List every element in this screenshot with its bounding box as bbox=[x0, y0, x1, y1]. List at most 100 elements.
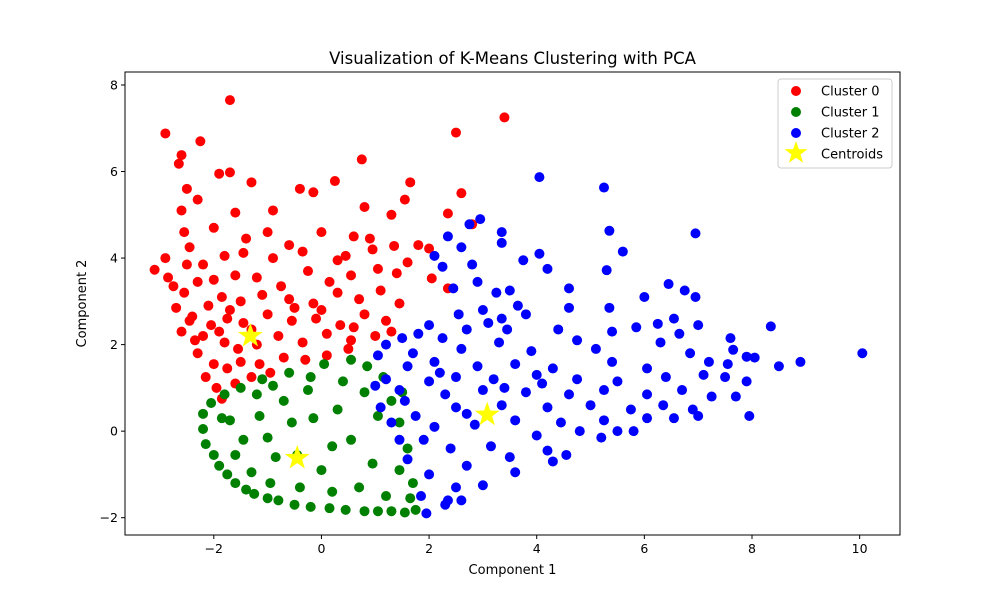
cluster-1-point bbox=[257, 374, 268, 385]
cluster-2-point bbox=[765, 321, 776, 332]
cluster-1-point bbox=[198, 423, 209, 434]
cluster-1-point bbox=[410, 504, 421, 515]
y-tick-label: −2 bbox=[100, 510, 118, 525]
cluster-0-point bbox=[343, 343, 354, 354]
y-tick-label: 8 bbox=[110, 77, 118, 92]
cluster-1-point bbox=[246, 467, 257, 478]
cluster-2-point bbox=[496, 227, 507, 238]
cluster-0-point bbox=[168, 281, 179, 292]
cluster-2-point bbox=[720, 372, 731, 383]
cluster-2-point bbox=[547, 456, 558, 467]
cluster-0-point bbox=[238, 247, 249, 258]
cluster-2-point bbox=[418, 434, 429, 445]
cluster-0-point bbox=[179, 287, 190, 298]
cluster-2-point bbox=[668, 413, 679, 424]
cluster-0-point bbox=[426, 273, 437, 284]
cluster-2-point bbox=[652, 318, 663, 329]
cluster-2-point bbox=[663, 279, 674, 290]
cluster-1-point bbox=[224, 415, 235, 426]
cluster-0-point bbox=[340, 250, 351, 261]
cluster-0-point bbox=[222, 363, 233, 374]
cluster-2-point bbox=[612, 376, 623, 387]
cluster-0-point bbox=[176, 205, 187, 216]
cluster-0-point bbox=[192, 194, 203, 205]
cluster-2-point bbox=[437, 333, 448, 344]
cluster-0-point bbox=[214, 326, 225, 337]
cluster-2-point bbox=[461, 408, 472, 419]
cluster-2-point bbox=[397, 333, 408, 344]
cluster-1-point bbox=[346, 354, 357, 365]
cluster-0-point bbox=[219, 337, 230, 348]
legend-swatch-centroids bbox=[784, 141, 808, 163]
cluster-0-point bbox=[359, 202, 370, 213]
cluster-1-point bbox=[332, 404, 343, 415]
cluster-0-point bbox=[370, 330, 381, 341]
cluster-0-point bbox=[184, 315, 195, 326]
x-tick-label: −2 bbox=[205, 541, 223, 556]
cluster-2-point bbox=[526, 346, 537, 357]
cluster-0-point bbox=[181, 183, 192, 194]
cluster-1-point bbox=[402, 443, 413, 454]
cluster-2-point bbox=[410, 411, 421, 421]
cluster-0-point bbox=[324, 276, 335, 287]
cluster-1-point bbox=[327, 441, 338, 452]
cluster-1-point bbox=[407, 478, 418, 489]
cluster-0-point bbox=[302, 266, 313, 277]
cluster-2-point bbox=[494, 337, 505, 348]
legend: Cluster 0 Cluster 1 Cluster 2 Centroids bbox=[777, 78, 893, 169]
cluster-2-point bbox=[655, 337, 666, 348]
cluster-2-point bbox=[693, 411, 704, 421]
cluster-1-point bbox=[219, 389, 230, 400]
cluster-0-point bbox=[171, 302, 182, 313]
cluster-2-point bbox=[381, 374, 392, 385]
cluster-1-point bbox=[386, 506, 397, 517]
ticks-layer: −2 0 2 4 6 8 10 −2 0 2 4 6 8 bbox=[100, 77, 868, 556]
cluster-2-point bbox=[531, 430, 542, 441]
cluster-1-point bbox=[273, 495, 284, 506]
cluster-2-point bbox=[660, 372, 671, 383]
cluster-2-point bbox=[464, 219, 475, 230]
cluster-2-point bbox=[555, 417, 566, 428]
cluster-0-point bbox=[179, 227, 190, 238]
cluster-2-point bbox=[596, 432, 607, 443]
cluster-0-point bbox=[278, 352, 289, 363]
cluster-2-point bbox=[394, 385, 405, 396]
cluster-0-point bbox=[254, 359, 265, 370]
cluster-2-point bbox=[598, 385, 609, 396]
cluster-0-point bbox=[203, 300, 214, 311]
cluster-0-point bbox=[222, 313, 233, 324]
centroid-marker bbox=[474, 401, 500, 426]
cluster-2-point bbox=[469, 419, 480, 430]
cluster-1-point bbox=[359, 387, 370, 398]
cluster-2-point bbox=[477, 480, 488, 491]
legend-label-cluster-2: Cluster 2 bbox=[821, 127, 880, 142]
cluster-0-point bbox=[192, 348, 203, 359]
cluster-1-point bbox=[305, 501, 316, 512]
cluster-0-point bbox=[230, 270, 241, 281]
cluster-2-point bbox=[564, 389, 575, 400]
cluster-0-point bbox=[176, 326, 187, 337]
cluster-2-point bbox=[690, 292, 701, 303]
cluster-2-point bbox=[461, 324, 472, 335]
points-layer bbox=[149, 95, 868, 519]
cluster-2-point bbox=[542, 445, 553, 456]
cluster-2-point bbox=[693, 320, 704, 331]
cluster-0-point bbox=[402, 257, 413, 268]
cluster-2-point bbox=[442, 231, 453, 242]
cluster-2-point bbox=[639, 292, 650, 303]
cluster-2-point bbox=[442, 495, 453, 506]
cluster-0-point bbox=[176, 150, 187, 161]
cluster-0-point bbox=[192, 276, 203, 287]
cluster-1-point bbox=[198, 408, 209, 419]
cluster-0-point bbox=[284, 294, 295, 305]
cluster-1-point bbox=[394, 417, 405, 428]
cluster-0-point bbox=[321, 350, 332, 361]
cluster-1-point bbox=[305, 372, 316, 383]
cluster-0-point bbox=[381, 315, 392, 326]
cluster-0-point bbox=[208, 359, 219, 370]
cluster-0-point bbox=[195, 136, 206, 147]
cluster-0-point bbox=[184, 242, 195, 253]
cluster-2-point bbox=[642, 363, 653, 374]
cluster-1-point bbox=[399, 507, 410, 518]
cluster-2-point bbox=[424, 469, 435, 480]
